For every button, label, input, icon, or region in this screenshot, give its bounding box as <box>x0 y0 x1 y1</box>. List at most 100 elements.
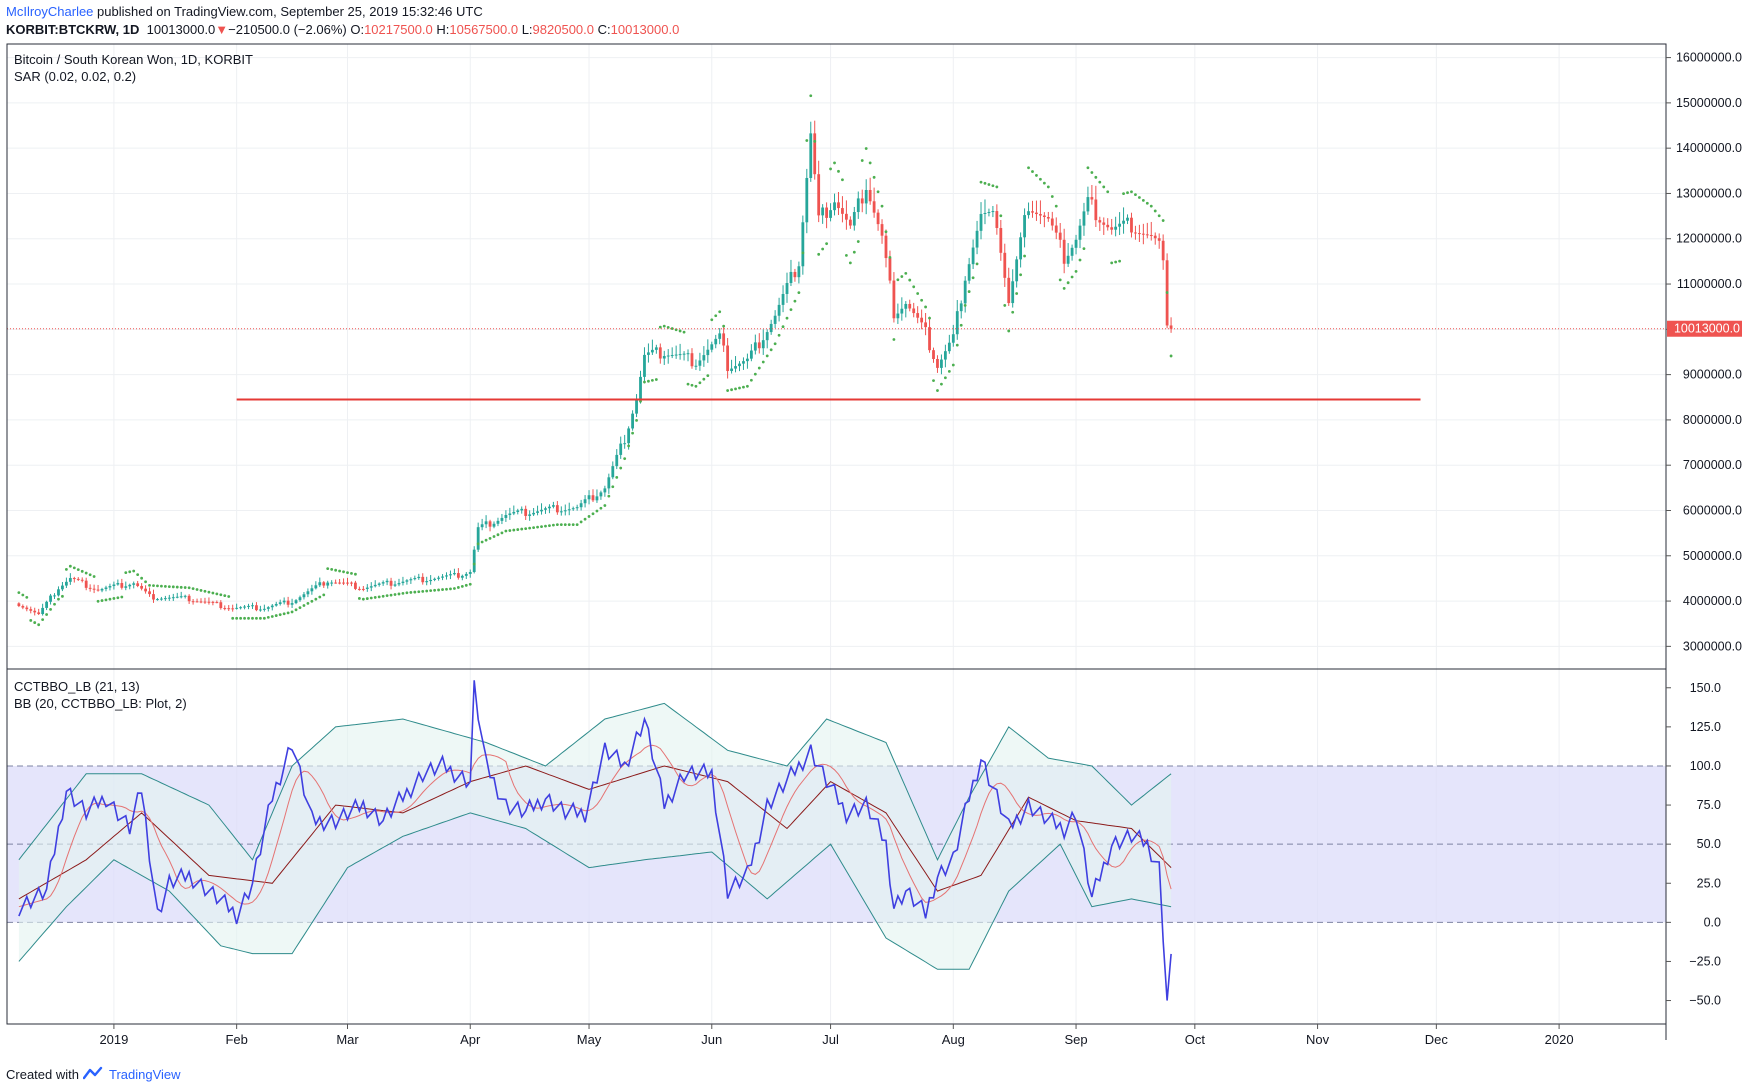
sar-dot <box>571 523 575 527</box>
candle-body <box>278 602 282 604</box>
sar-dot <box>888 255 892 259</box>
sar-dot <box>429 589 433 593</box>
sar-dot <box>1102 185 1106 189</box>
close-label: C: <box>597 22 611 37</box>
sar-dot <box>163 584 167 588</box>
sar-dot <box>330 567 334 571</box>
candle-body <box>940 359 943 368</box>
candle-body <box>512 511 516 514</box>
candle-body <box>120 583 124 588</box>
candle-body <box>373 584 377 587</box>
candle-body <box>1066 255 1070 264</box>
candle-body <box>21 606 25 608</box>
candle-body <box>813 133 817 175</box>
candle-body <box>1134 232 1137 234</box>
candle-body <box>235 607 239 609</box>
candle-body <box>928 327 931 351</box>
sar-dot <box>932 379 935 383</box>
sar-dot <box>262 616 266 620</box>
sar-dot <box>690 383 694 387</box>
candle-body <box>631 413 634 429</box>
sar-dot <box>417 590 421 594</box>
chart-area[interactable]: 2019 Feb Mar Apr May Jun Jul Aug Sep Oct Nov Dec 202… <box>0 0 1752 1060</box>
candle-body <box>255 605 258 611</box>
sar-dot <box>148 583 151 587</box>
sar-dot <box>409 591 413 594</box>
sar-dot <box>884 230 888 234</box>
candle-body <box>417 576 421 579</box>
sar-dot <box>686 382 690 386</box>
candle-body <box>983 212 987 214</box>
candle-body <box>844 213 848 220</box>
candle-body <box>251 605 254 607</box>
sar-dot <box>943 376 947 380</box>
sar-dot <box>575 523 579 527</box>
open-label: O: <box>350 22 365 37</box>
sar-dot <box>116 596 120 600</box>
candle-body <box>623 443 627 445</box>
candle-body <box>852 212 856 226</box>
sar-dot <box>49 607 52 611</box>
sar-dot <box>544 524 547 528</box>
candle-body <box>1031 211 1034 213</box>
candle-body <box>72 578 76 580</box>
candle-body <box>686 353 690 355</box>
sar-dot <box>17 591 21 594</box>
candle-body <box>231 608 235 610</box>
candle-body <box>179 596 183 598</box>
candle-body <box>57 589 60 596</box>
price-tick-label: 11000000.0 <box>1677 277 1742 291</box>
candle-body <box>298 597 302 601</box>
candle-body <box>532 512 536 515</box>
sar-dot <box>215 592 219 596</box>
candle-body <box>544 508 547 510</box>
sar-dot <box>908 278 912 282</box>
sar-dot <box>1062 286 1066 290</box>
author-link[interactable]: McIlroyCharlee <box>6 4 94 19</box>
oscillator-panel[interactable] <box>7 680 1666 1001</box>
sar-dot <box>179 585 183 589</box>
sar-dot <box>191 587 195 591</box>
candle-body <box>199 601 203 603</box>
tradingview-brand[interactable]: TradingView <box>108 1067 181 1082</box>
sar-dot <box>559 523 563 527</box>
sar-dot <box>829 167 832 171</box>
sar-dot <box>354 572 357 576</box>
sar-dot <box>1169 354 1173 358</box>
candle-body <box>33 610 37 613</box>
candle-body <box>211 601 215 603</box>
candle-body <box>1027 211 1030 216</box>
symbol-name[interactable]: KORBIT:BTCKRW, 1D <box>6 22 140 37</box>
candle-body <box>967 264 971 281</box>
candle-body <box>294 600 298 604</box>
sar-dot <box>1070 275 1074 279</box>
sar-dot <box>401 591 405 595</box>
candle-body <box>987 212 991 214</box>
candle-body <box>1015 259 1019 282</box>
candle-body <box>488 521 492 527</box>
candle-body <box>552 505 555 507</box>
sar-dot <box>460 584 464 588</box>
candle-body <box>1153 235 1157 239</box>
price-panel[interactable] <box>7 94 1666 627</box>
candle-body <box>1141 233 1145 235</box>
candle-body <box>955 311 959 335</box>
sar-dot <box>532 526 536 530</box>
tradingview-logo-icon[interactable] <box>82 1066 105 1083</box>
candle-body <box>793 271 797 278</box>
sar-dot <box>342 570 345 574</box>
sar-dot <box>611 485 615 489</box>
candle-body <box>710 344 714 350</box>
sar-dot <box>742 385 745 389</box>
sar-dot <box>654 378 658 381</box>
sar-dot <box>983 181 987 185</box>
candle-body <box>1098 220 1102 223</box>
candle-body <box>757 342 761 349</box>
candle-body <box>900 308 904 314</box>
candle-body <box>856 198 860 213</box>
sar-dot <box>999 214 1003 218</box>
candle-body <box>920 317 924 323</box>
candle-body <box>742 361 745 364</box>
sar-dot <box>552 523 555 527</box>
price-tick-label: 14000000.0 <box>1676 141 1742 155</box>
